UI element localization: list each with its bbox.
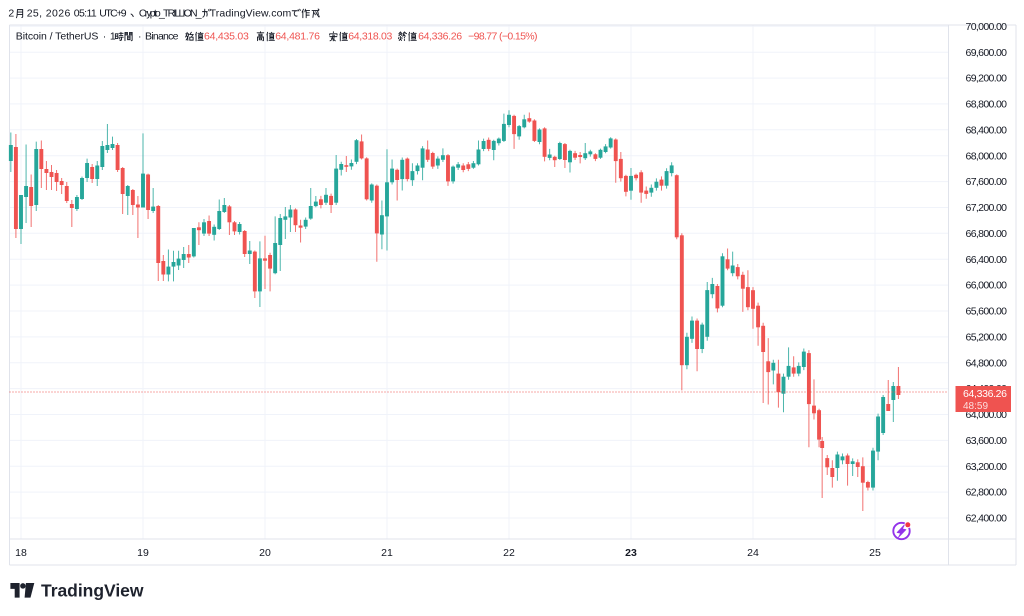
svg-text:66,800.00: 66,800.00 [966, 228, 1008, 240]
svg-text:25: 25 [869, 547, 881, 559]
svg-text:64,000.00: 64,000.00 [966, 409, 1008, 421]
svg-text:68,800.00: 68,800.00 [966, 99, 1008, 111]
svg-text:Bitcoin / TetherUS: Bitcoin / TetherUS [16, 31, 99, 43]
svg-text:68,400.00: 68,400.00 [966, 124, 1008, 136]
svg-text:70,000.00: 70,000.00 [966, 21, 1008, 33]
svg-text:19: 19 [137, 547, 149, 559]
svg-text:Crypto_TRILLION_: Crypto_TRILLION_ [139, 8, 202, 20]
svg-text:23: 23 [625, 547, 637, 559]
svg-text:65,200.00: 65,200.00 [966, 332, 1008, 344]
svg-text:Binance: Binance [145, 31, 179, 43]
svg-text:64,800.00: 64,800.00 [966, 357, 1008, 369]
svg-text:1: 1 [110, 31, 116, 43]
svg-text:69,600.00: 69,600.00 [966, 47, 1008, 59]
svg-text:·: · [103, 31, 107, 43]
svg-text:25, 2026: 25, 2026 [27, 8, 71, 20]
svg-text:48:59: 48:59 [963, 401, 988, 412]
svg-text:66,400.00: 66,400.00 [966, 254, 1008, 266]
svg-text:68,000.00: 68,000.00 [966, 150, 1008, 162]
svg-text:24: 24 [747, 547, 759, 559]
svg-text:65,600.00: 65,600.00 [966, 306, 1008, 318]
svg-text:66,000.00: 66,000.00 [966, 280, 1008, 292]
svg-text:64,435.03: 64,435.03 [204, 31, 249, 43]
svg-text:62,800.00: 62,800.00 [966, 487, 1008, 499]
svg-text:UTC+9: UTC+9 [99, 8, 126, 20]
svg-text:63,200.00: 63,200.00 [966, 461, 1008, 473]
svg-text:·: · [138, 31, 142, 43]
svg-text:64,481.76: 64,481.76 [275, 31, 320, 43]
svg-text:20: 20 [259, 547, 271, 559]
svg-text:67,600.00: 67,600.00 [966, 176, 1008, 188]
svg-text:64,336.26: 64,336.26 [418, 31, 462, 43]
svg-text:18: 18 [15, 547, 27, 559]
svg-text:67,200.00: 67,200.00 [966, 202, 1008, 214]
svg-text:2: 2 [8, 8, 14, 20]
svg-text:69,200.00: 69,200.00 [966, 73, 1008, 85]
svg-text:TradingView.com: TradingView.com [210, 8, 292, 20]
svg-text:63,600.00: 63,600.00 [966, 435, 1008, 447]
svg-text:TradingView: TradingView [41, 581, 144, 601]
svg-text:64,336.26: 64,336.26 [963, 388, 1007, 400]
svg-text:05:11: 05:11 [74, 8, 97, 20]
svg-text:−98.77 (−0.15%): −98.77 (−0.15%) [468, 31, 537, 43]
svg-text:22: 22 [503, 547, 515, 559]
svg-text:64,318.03: 64,318.03 [348, 31, 392, 43]
svg-text:21: 21 [381, 547, 393, 559]
svg-text:62,400.00: 62,400.00 [966, 513, 1008, 525]
